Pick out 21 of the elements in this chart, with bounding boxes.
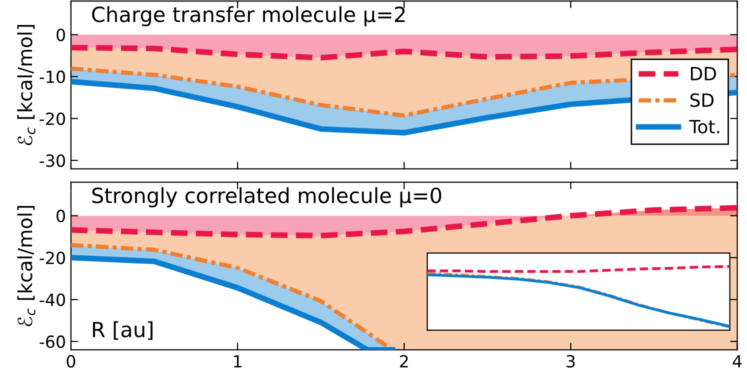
x-axis-title: R [au]	[93, 321, 152, 340]
y-tick-label: -20	[40, 112, 65, 126]
x-tick-label: 4	[732, 355, 742, 368]
y-tick-label: -20	[40, 252, 65, 264]
y-tick-label: -10	[40, 70, 65, 84]
x-tick-label: 1	[234, 355, 242, 368]
y-tick-label: 0	[56, 28, 65, 42]
x-tick-label: 0	[66, 355, 76, 368]
chart-title: Strongly correlated molecule μ=0	[92, 187, 442, 208]
y-tick-label: -30	[40, 154, 65, 167]
x-tick-label: 2	[400, 355, 408, 368]
x-tick-label: 3	[566, 355, 575, 368]
legend-label: DD	[690, 67, 716, 80]
y-axis-title: ℰ$_{c}$ [kcal/mol]	[17, 206, 36, 326]
chart-title: Charge transfer molecule μ=2	[92, 6, 405, 26]
y-tick-label: 0	[56, 210, 65, 222]
legend-label: SD	[690, 93, 714, 107]
legend-label: Tot.	[689, 120, 720, 134]
y-tick-label: -60	[40, 335, 65, 348]
y-axis-title: ℰ$_{c}$ [kcal/mol]	[17, 24, 36, 146]
y-tick-label: -40	[40, 294, 65, 306]
